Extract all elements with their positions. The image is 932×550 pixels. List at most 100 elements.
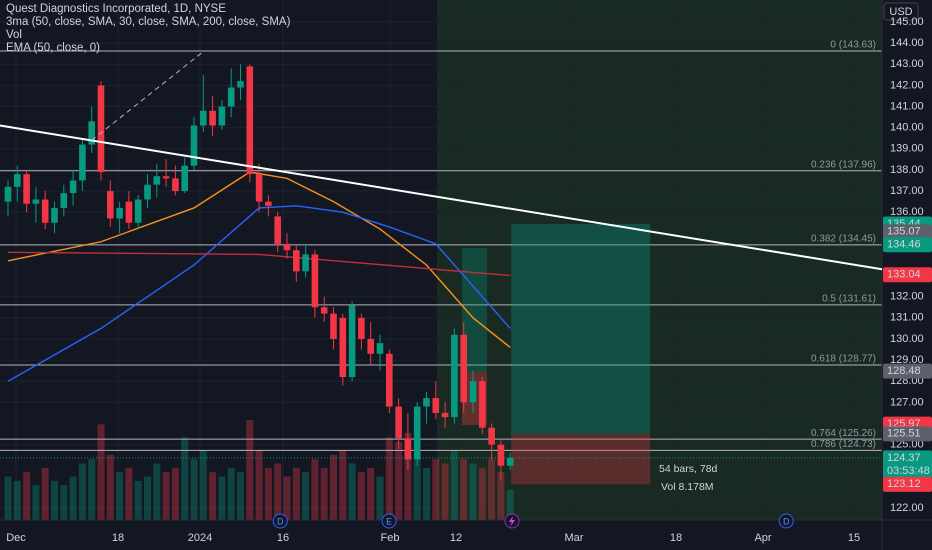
candle-body — [4, 186, 12, 202]
volume-bar — [23, 472, 31, 520]
fib-label: 0 (143.63) — [830, 40, 876, 51]
volume-bar — [237, 472, 244, 520]
candle-body — [125, 201, 133, 223]
candle-body — [181, 165, 188, 192]
candle-body — [227, 87, 235, 107]
volume-bar — [97, 424, 105, 520]
volume-bar — [246, 420, 254, 520]
earnings-flash[interactable] — [504, 513, 520, 529]
x-tick-label: 18 — [112, 532, 124, 544]
x-tick-label: 18 — [670, 532, 682, 544]
price-tag-label: 125.51 — [887, 428, 921, 440]
plot: 0 (143.63) 0.236 (137.96) 0.382 (134.45) 0.… — [0, 40, 882, 520]
volume-bar — [274, 463, 282, 520]
candle-body — [144, 184, 151, 200]
volume-bar — [478, 467, 486, 520]
fib-label: 0.382 (134.45) — [811, 234, 876, 245]
dashed-trend-line — [91, 51, 204, 141]
volume-bar — [144, 476, 151, 520]
volume-bar — [153, 463, 161, 520]
overlay: 54 bars, 78d Vol 8.178M D E D — [0, 51, 883, 529]
volume-bar — [264, 467, 272, 520]
price-tag — [883, 450, 932, 479]
volume-bar — [506, 489, 514, 520]
volume-bar — [227, 467, 235, 520]
target-zone — [511, 224, 651, 434]
volume-bar — [51, 480, 58, 520]
x-tick-label: Dec — [6, 532, 26, 544]
candle-body — [209, 110, 216, 126]
candle-body — [14, 174, 21, 187]
event-marker[interactable] — [778, 513, 794, 529]
candle-body — [134, 199, 142, 223]
event-label[interactable]: E — [386, 516, 392, 526]
flash-bolt — [509, 516, 515, 527]
candle-body — [348, 305, 356, 377]
y-tick-label: 136.00 — [890, 206, 924, 218]
volume-bar — [460, 459, 468, 520]
price-tag-label: 135.07 — [887, 226, 921, 238]
candle-body — [69, 180, 77, 194]
volume-bar — [41, 467, 49, 520]
candle-body — [506, 457, 514, 466]
candle-body — [41, 199, 49, 223]
candle-body — [23, 174, 30, 204]
volume-bar — [450, 450, 458, 520]
event-label[interactable]: D — [783, 516, 790, 526]
candle-body — [330, 313, 337, 339]
event-marker[interactable] — [272, 513, 288, 529]
fib-label: 0.764 (125.26) — [811, 428, 876, 439]
volume-bar — [255, 450, 263, 520]
volume-bar — [125, 467, 133, 520]
y-tick-label: 125.00 — [890, 439, 924, 451]
candle-body — [283, 243, 291, 251]
event-label[interactable]: D — [277, 516, 284, 526]
volume-bar — [171, 467, 179, 520]
y-tick-label: 143.00 — [890, 58, 924, 70]
y-tick-label: 137.00 — [890, 185, 924, 197]
volume-bar — [88, 459, 96, 520]
fib-label: 0.236 (137.96) — [811, 159, 876, 170]
candle-body — [162, 176, 170, 179]
volume-bar — [404, 433, 412, 520]
candle-body — [88, 121, 95, 145]
volume-bar — [311, 459, 319, 520]
candle-body — [479, 381, 486, 428]
x-tick-label: 12 — [450, 532, 462, 544]
candle-body — [302, 254, 309, 272]
candle-body — [32, 199, 40, 204]
currency-box[interactable] — [883, 2, 919, 21]
candle-body — [190, 125, 198, 166]
moving-average — [7, 171, 511, 348]
candle-body — [218, 106, 226, 126]
currency[interactable]: USD — [889, 6, 912, 18]
volume-bar — [209, 472, 217, 520]
volume-bar — [497, 472, 505, 520]
position-volume: Vol 8.178M — [661, 481, 714, 493]
volume-bar — [106, 454, 114, 520]
volume-bar — [357, 472, 365, 520]
price-tag-label: 134.46 — [887, 239, 921, 251]
fib-label: 0.618 (128.77) — [811, 354, 876, 365]
position-bars: 54 bars, 78d — [659, 463, 718, 475]
moving-average — [7, 205, 511, 382]
candle-body — [116, 207, 123, 219]
volume-bar — [488, 459, 496, 520]
volume-bar — [69, 476, 77, 520]
y-tick-label: 129.00 — [890, 354, 924, 366]
candle-body — [172, 178, 179, 192]
volume-bar — [413, 454, 421, 520]
candle-body — [367, 338, 374, 354]
x-tick-label: Mar — [565, 532, 584, 544]
volume-bar — [348, 463, 356, 520]
volume-bar — [190, 459, 198, 520]
y-tick-label: 139.00 — [890, 143, 924, 155]
candle-body — [376, 343, 384, 354]
candle-body — [423, 398, 430, 407]
candle-body — [358, 317, 365, 339]
y-tick-label: 132.00 — [890, 291, 924, 303]
event-marker[interactable] — [381, 513, 397, 529]
indicator-label: EMA (50, close, 0) — [6, 42, 100, 54]
candle-body — [460, 334, 467, 403]
volume-bar — [60, 485, 68, 520]
